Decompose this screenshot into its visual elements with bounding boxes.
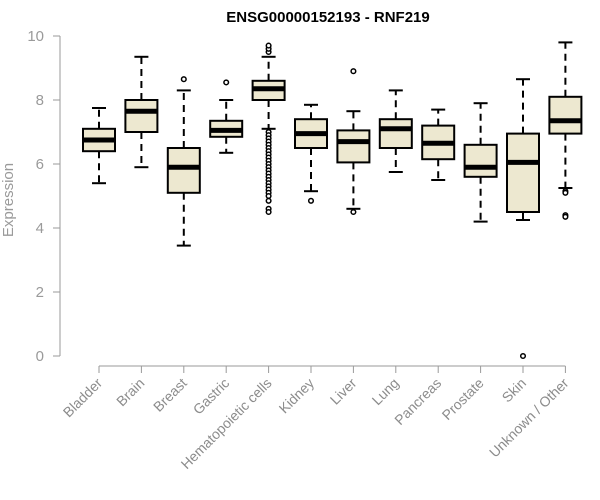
box-iqr (378, 118, 413, 149)
box-group (421, 108, 456, 181)
box-group (294, 103, 328, 204)
y-axis: 0 2 4 6 8 10 (27, 28, 61, 365)
box-group (463, 102, 498, 223)
category-label: Prostate (439, 375, 487, 423)
outlier-point (180, 76, 187, 83)
outlier-point (519, 352, 527, 360)
outlier-point (562, 189, 569, 196)
category-label: Kidney (276, 375, 318, 417)
box-group (124, 55, 159, 169)
outlier-point (223, 79, 230, 86)
y-tick-label: 6 (36, 156, 44, 173)
outlier-point (307, 197, 315, 204)
box-group (82, 107, 116, 185)
outlier-point (265, 208, 272, 216)
category-label: Pancreas (391, 375, 444, 428)
box-iqr (166, 147, 201, 194)
y-tick-label: 8 (36, 92, 44, 109)
box-iqr (548, 95, 583, 135)
category-label: Unknown / Other (486, 375, 572, 461)
box-group (506, 78, 540, 360)
box-series (82, 41, 583, 360)
box-iqr (506, 132, 540, 214)
category-label: Lung (369, 375, 402, 408)
category-label: Liver (327, 375, 360, 408)
box-group (166, 76, 201, 247)
category-label: Bladder (60, 375, 106, 421)
outlier-point (350, 208, 357, 216)
box-group (548, 41, 583, 220)
box-group (209, 79, 244, 154)
category-label: Skin (499, 375, 530, 406)
y-tick-label: 0 (36, 348, 44, 365)
y-tick-label: 4 (36, 220, 44, 237)
y-axis-label: Expression (0, 163, 17, 237)
box-group (378, 89, 413, 173)
box-iqr (463, 143, 498, 178)
y-tick-label: 10 (27, 28, 44, 45)
box-iqr (336, 129, 371, 164)
outlier-point (350, 68, 357, 75)
x-axis (98, 365, 566, 373)
category-label: Breast (150, 375, 190, 415)
chart-title: ENSG00000152193 - RNF219 (226, 9, 429, 26)
box-group (336, 68, 371, 216)
category-label: Brain (113, 375, 147, 409)
outlier-point (265, 197, 272, 204)
outlier-point (265, 192, 272, 200)
outlier-point (562, 213, 569, 220)
outlier-point (265, 42, 272, 49)
box-group (251, 42, 286, 216)
y-tick-label: 2 (36, 284, 44, 301)
box-iqr (124, 99, 159, 133)
